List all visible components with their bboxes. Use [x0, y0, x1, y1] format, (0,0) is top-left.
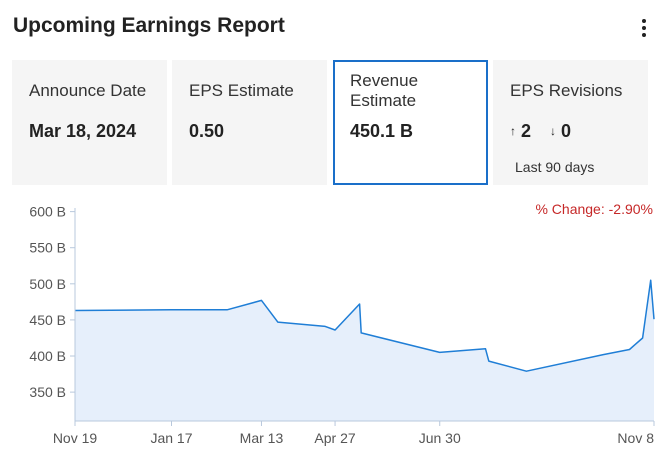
eps-revisions-label: EPS Revisions	[510, 81, 623, 100]
revisions-up: ↑ 2	[510, 121, 531, 142]
data-point	[360, 331, 363, 334]
y-tick-label: 550 B	[29, 240, 66, 256]
revisions-down-count: 0	[561, 121, 572, 141]
data-point	[649, 279, 652, 282]
y-tick-label: 400 B	[29, 348, 66, 364]
announce-date-value: Mar 18, 2024	[29, 121, 137, 141]
data-point	[628, 348, 631, 351]
page-title: Upcoming Earnings Report	[13, 14, 285, 37]
x-tick-label: Jan 17	[150, 430, 192, 446]
revenue-estimate-chart: 350 B 400 B 450 B 500 B 550 B 600 B Nov 19 Jan …	[0, 195, 661, 471]
data-point	[653, 318, 656, 321]
y-tick-label: 600 B	[29, 204, 66, 220]
data-point	[525, 370, 528, 373]
revenue-estimate-chart-svg: 350 B 400 B 450 B 500 B 550 B 600 B Nov 19 Jan …	[29, 201, 656, 446]
data-point	[602, 353, 605, 356]
arrow-up-icon: ↑	[510, 124, 516, 138]
announce-date-card[interactable]: Announce Date Mar 18, 2024	[12, 60, 167, 185]
more-vertical-icon	[642, 19, 646, 37]
eps-estimate-card[interactable]: EPS Estimate 0.50	[172, 60, 327, 185]
eps-revisions-card[interactable]: EPS Revisions ↑ 2 ↓ 0 Last 90 days	[493, 60, 648, 185]
data-point	[641, 337, 644, 340]
revenue-estimate-card[interactable]: Revenue Estimate 450.1 B	[333, 60, 488, 185]
revenue-estimate-value: 450.1 B	[350, 121, 414, 141]
arrow-down-icon: ↓	[550, 124, 557, 138]
data-point	[487, 360, 490, 363]
x-tick-label: Apr 27	[314, 430, 355, 446]
eps-revisions-values: ↑ 2 ↓ 0	[510, 121, 585, 142]
data-point	[226, 308, 229, 311]
revenue-estimate-label: Revenue Estimate	[350, 71, 419, 110]
data-point	[276, 321, 279, 324]
x-tick-label: Jun 30	[419, 430, 461, 446]
revisions-up-count: 2	[521, 121, 532, 141]
eps-estimate-value: 0.50	[189, 121, 225, 141]
y-tick-label: 500 B	[29, 276, 66, 292]
header: Upcoming Earnings Report	[0, 0, 661, 55]
data-point	[260, 299, 263, 302]
data-point	[358, 303, 361, 306]
data-point	[438, 351, 441, 354]
data-point	[484, 347, 487, 350]
data-point	[334, 329, 337, 332]
announce-date-label: Announce Date	[29, 81, 147, 100]
earnings-summary-cards: Announce Date Mar 18, 2024 EPS Estimate …	[0, 60, 661, 186]
x-tick-label: Nov 8	[617, 430, 654, 446]
series-line	[74, 279, 655, 372]
data-point	[170, 308, 173, 311]
x-tick-label: Nov 19	[53, 430, 98, 446]
x-tick-label: Mar 13	[240, 430, 284, 446]
eps-estimate-label: EPS Estimate	[189, 81, 294, 100]
series-area	[75, 280, 654, 421]
more-options-button[interactable]	[630, 16, 658, 40]
revisions-down: ↓ 0	[550, 121, 571, 142]
y-tick-label: 350 B	[29, 384, 66, 400]
data-point	[324, 325, 327, 328]
y-tick-label: 450 B	[29, 312, 66, 328]
percent-change-label: % Change: -2.90%	[535, 201, 653, 217]
revisions-period: Last 90 days	[515, 159, 595, 175]
